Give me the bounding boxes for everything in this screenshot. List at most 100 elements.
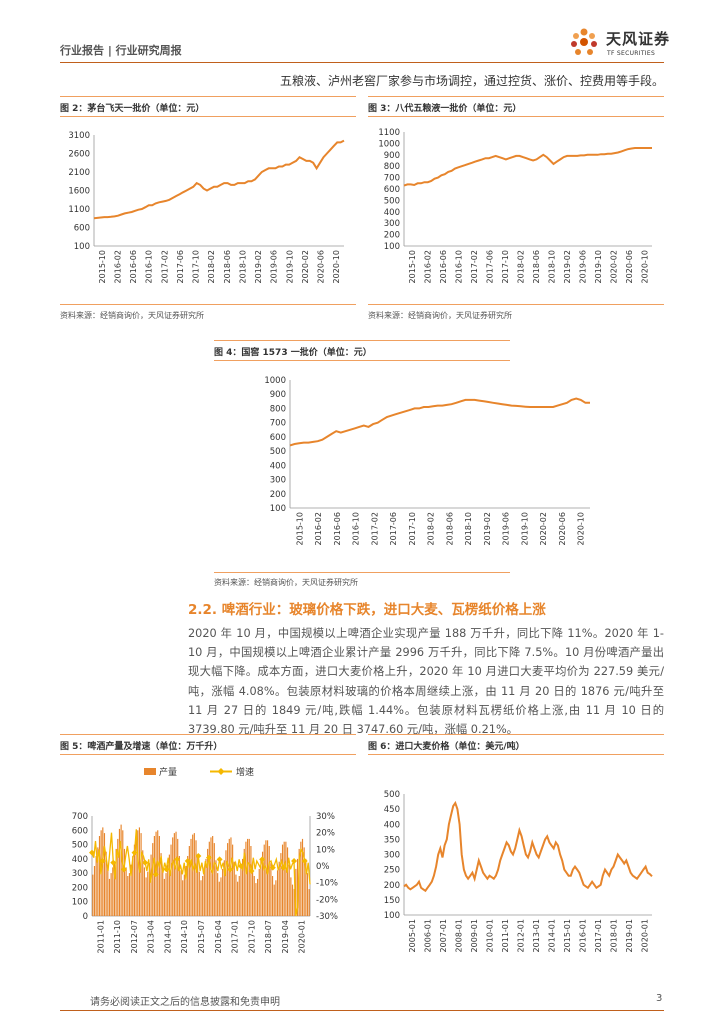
fig5-top-rule <box>60 734 356 735</box>
x-tick-label: 2019-10 <box>520 512 529 545</box>
production-bar <box>108 878 111 916</box>
fig4-bottom-rule <box>214 572 510 573</box>
production-bar <box>273 884 275 916</box>
production-bar <box>227 843 229 916</box>
x-tick-label: 2020-06 <box>558 512 567 545</box>
y-tick-label: 500 <box>384 196 400 206</box>
y-tick-label: 500 <box>270 447 286 457</box>
page-number: 3 <box>656 993 663 1004</box>
fig3-top-rule <box>368 96 664 97</box>
fig5-chart: 产量 增速 0 100 200 300 400 500 600 700 -30% -20% -10% 0%… <box>72 766 338 953</box>
x-tick-label: 2020-06 <box>317 250 326 283</box>
x-tick-label: 2020-10 <box>640 250 649 283</box>
production-bar <box>183 874 185 916</box>
production-bar <box>208 841 210 916</box>
production-bar <box>158 836 160 916</box>
x-tick-label: 2017-01 <box>594 919 603 952</box>
production-bar <box>266 840 269 916</box>
x-tick-label: 2005-01 <box>408 919 417 952</box>
production-bar <box>147 871 149 916</box>
production-bar <box>288 864 290 916</box>
production-bar <box>247 838 249 916</box>
y-tick-label: 100 <box>384 911 400 921</box>
production-bar <box>180 870 182 916</box>
production-bar <box>122 830 124 916</box>
y-tick-label: 1100 <box>68 205 90 215</box>
production-bar <box>217 873 219 916</box>
x-tick-label: 2010-01 <box>485 919 494 952</box>
production-bar <box>220 877 222 916</box>
production-bar <box>233 861 235 916</box>
x-tick-label: 2018-06 <box>445 512 454 545</box>
production-bar <box>293 888 295 916</box>
growth-marker <box>99 858 106 864</box>
logo-text-cn: 天风证券 <box>606 30 671 48</box>
fig5-title: 图 5：啤酒产量及增速（单位：万千升） <box>60 742 223 752</box>
x-tick-label: 2020-02 <box>609 250 618 283</box>
production-bar <box>240 867 242 916</box>
x-tick-label: 2018-07 <box>264 920 273 953</box>
production-bar <box>153 836 155 916</box>
production-bar <box>170 844 172 916</box>
production-bar <box>255 883 257 916</box>
fig3-title-rule <box>368 116 664 117</box>
x-tick-label: 2018-10 <box>547 250 556 283</box>
production-bar <box>263 844 265 916</box>
production-bar <box>115 848 117 916</box>
y-tick-label: 100 <box>74 242 90 252</box>
logo-icon <box>571 28 597 55</box>
production-bar <box>130 864 132 916</box>
production-bar <box>103 833 106 916</box>
x-tick-label: 2020-10 <box>577 512 586 545</box>
growth-marker <box>248 868 255 874</box>
production-bar <box>95 856 97 916</box>
production-bar <box>175 831 177 916</box>
production-bar <box>218 881 220 916</box>
y-tick-label: 500 <box>384 790 400 800</box>
production-bar <box>167 864 169 916</box>
growth-marker <box>237 863 244 869</box>
x-tick-label: 2011-01 <box>96 920 105 953</box>
production-bar <box>281 844 284 916</box>
production-bar <box>125 867 127 916</box>
x-tick-label: 2016-10 <box>352 512 361 545</box>
y-left-tick-label: 300 <box>72 869 88 879</box>
x-tick-label: 2016-06 <box>439 250 448 283</box>
legend-swatch-production <box>144 768 156 775</box>
y-right-tick-label: -10% <box>316 879 338 889</box>
x-tick-label: 2018-10 <box>238 250 247 283</box>
growth-marker <box>89 849 95 856</box>
production-bar <box>162 868 164 916</box>
y-tick-label: 100 <box>270 504 286 514</box>
x-tick-label: 2015-10 <box>295 512 304 545</box>
x-tick-label: 2017-10 <box>247 920 256 953</box>
x-tick-label: 2012-01 <box>516 919 525 952</box>
production-bar <box>202 876 204 916</box>
growth-marker <box>131 849 138 856</box>
x-tick-label: 2016-06 <box>129 250 138 283</box>
y-tick-label: 700 <box>384 174 400 184</box>
y-tick-label: 200 <box>384 231 400 241</box>
x-tick-label: 2014-10 <box>180 920 189 953</box>
x-tick-label: 2018-06 <box>223 250 232 283</box>
production-bar <box>133 844 136 916</box>
production-bar <box>301 838 304 916</box>
x-tick-label: 2015-01 <box>563 919 572 952</box>
fig2-title-rule <box>60 116 356 117</box>
production-bar <box>290 877 292 916</box>
fig4-title: 图 4：国窖 1573 一批价（单位：元） <box>214 348 372 358</box>
x-tick-label: 2017-06 <box>389 512 398 545</box>
production-bar <box>198 871 200 916</box>
production-bar <box>187 856 189 916</box>
x-tick-label: 2011-10 <box>113 920 122 953</box>
production-bar <box>296 858 299 916</box>
fig3-bottom-rule <box>368 304 664 305</box>
x-tick-label: 2016-01 <box>578 919 587 952</box>
x-tick-label: 2016-06 <box>333 512 342 545</box>
x-tick-label: 2017-10 <box>192 250 201 283</box>
x-tick-label: 2016-02 <box>423 250 432 283</box>
x-tick-label: 2014-01 <box>547 919 556 952</box>
production-bar <box>102 827 104 916</box>
x-tick-label: 2016-10 <box>145 250 154 283</box>
fig2-source: 资料来源：经销商询价，天风证券研究所 <box>60 311 204 320</box>
